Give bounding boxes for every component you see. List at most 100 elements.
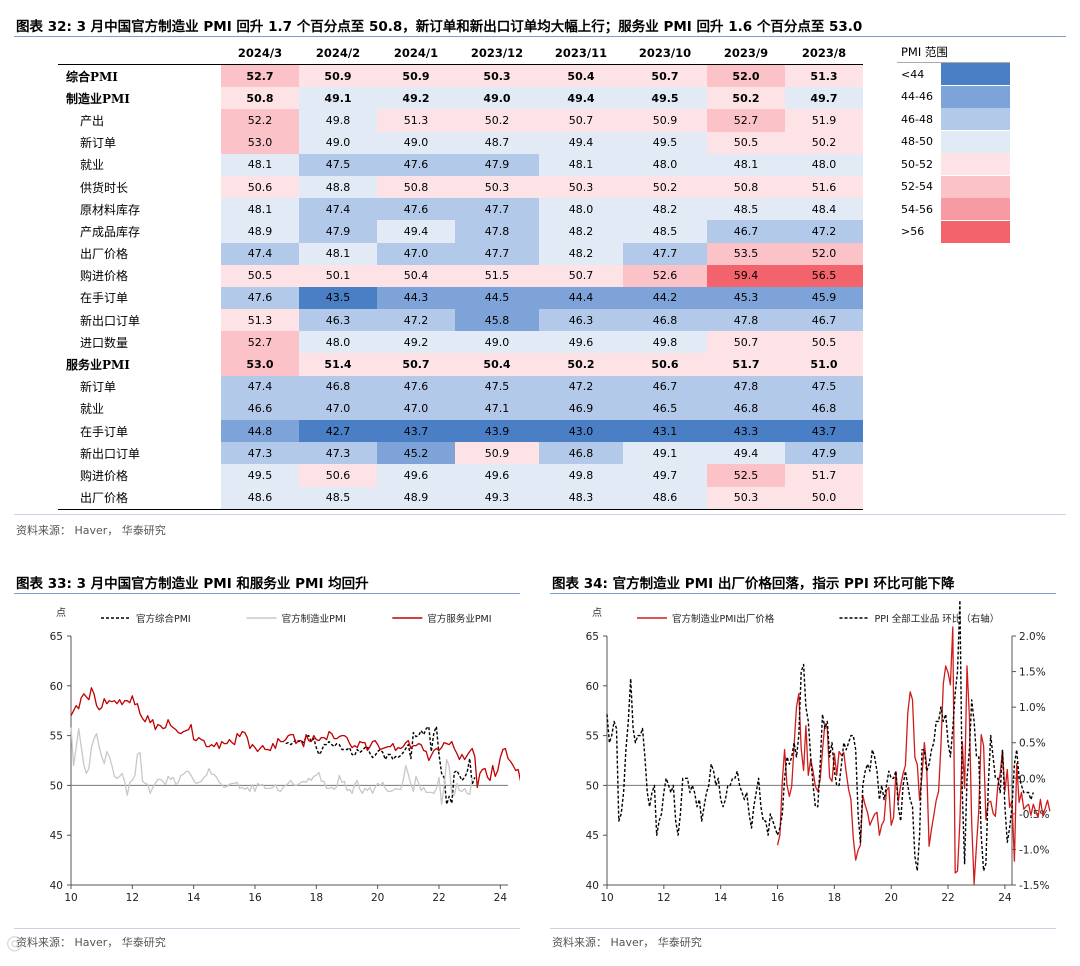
x-tick-label: 14 (714, 892, 728, 904)
heatmap-cell: 47.7 (455, 198, 539, 221)
heatmap-cell: 48.1 (221, 153, 299, 176)
heatmap-cell: 43.1 (623, 420, 707, 443)
heatmap-cell: 47.1 (455, 397, 539, 420)
row-label: 产出 (80, 113, 105, 128)
legend-label: 48-50 (901, 135, 933, 149)
heatmap-cell: 48.8 (299, 175, 377, 199)
column-header: 2024/1 (377, 42, 455, 65)
heatmap-cell: 48.9 (377, 486, 455, 510)
heatmap-cell: 46.7 (785, 309, 863, 332)
legend-label: 官方制造业PMI (282, 613, 346, 625)
watermark-logo: ◎ (6, 930, 23, 954)
heatmap-cell: 49.6 (377, 464, 455, 487)
figure34-source: 资料来源： Haver， 华泰研究 (552, 936, 702, 949)
legend-item: <44 (897, 63, 1010, 86)
figure32-bottom-rule (14, 514, 1066, 515)
heatmap-cell: 49.8 (539, 464, 623, 487)
legend-swatch (940, 153, 1010, 176)
table-header-row: 2024/3 2024/2 2024/1 2023/12 2023/11 202… (58, 42, 863, 65)
heatmap-cell: 47.4 (221, 375, 299, 398)
heatmap-cell: 48.6 (623, 486, 707, 510)
heatmap-cell: 50.9 (299, 64, 377, 88)
heatmap-cell: 48.4 (785, 198, 863, 221)
series-line-1 (70, 727, 473, 805)
heatmap-cell: 48.7 (455, 131, 539, 154)
y-tick-label: 50 (50, 780, 63, 792)
y2-tick-label: 0.5% (1019, 738, 1046, 750)
heatmap-cell: 43.9 (455, 420, 539, 443)
legend-item: >56 (897, 220, 1010, 244)
x-tick-label: 22 (432, 892, 445, 904)
heatmap-cell: 52.7 (707, 109, 785, 132)
legend-rows: <44 44-46 46-48 48-50 50-52 52-54 54-56 >56 (897, 63, 1010, 243)
y-tick-label: 40 (50, 880, 63, 892)
heatmap-cell: 49.1 (623, 442, 707, 465)
heatmap-cell: 50.8 (707, 175, 785, 199)
composite-pmi-line-chart: 点 40 45 50 55 60 65 10 12 14 16 18 20 22 24 官方综合PMI 官方制造… (50, 607, 520, 904)
table-row: 进口数量 52.7 48.0 49.2 49.0 49.6 49.8 50.7 50.5 (58, 331, 863, 354)
column-header: 2023/9 (707, 42, 785, 65)
row-label-header (58, 42, 221, 65)
figure34-title-rule (550, 593, 1056, 594)
y-axis-unit: 点 (56, 607, 66, 619)
heatmap-cell: 48.1 (299, 242, 377, 265)
table-row: 综合PMI 52.7 50.9 50.9 50.3 50.4 50.7 52.0 51.3 (58, 64, 863, 88)
heatmap-cell: 53.0 (221, 353, 299, 376)
heatmap-cell: 43.7 (377, 420, 455, 443)
legend-swatch (940, 85, 1010, 108)
heatmap-cell: 43.3 (707, 420, 785, 443)
heatmap-cell: 51.3 (377, 109, 455, 132)
figure34-bottom-rule (550, 928, 1056, 929)
y-tick-label: 55 (586, 731, 599, 743)
column-header: 2023/12 (455, 42, 539, 65)
x-tick-label: 18 (310, 892, 323, 904)
y-tick-label: 50 (586, 780, 599, 792)
heatmap-cell: 46.5 (623, 397, 707, 420)
heatmap-cell: 47.5 (455, 375, 539, 398)
heatmap-cell: 50.2 (623, 175, 707, 199)
series-line-1 (606, 599, 1034, 872)
row-label: 产成品库存 (80, 224, 141, 239)
heatmap-cell: 47.2 (539, 375, 623, 398)
heatmap-cell: 48.0 (539, 198, 623, 221)
heatmap-cell: 46.8 (785, 397, 863, 420)
heatmap-cell: 48.0 (299, 331, 377, 354)
heatmap-cell: 48.2 (539, 242, 623, 265)
legend-label: 官方综合PMI (136, 613, 191, 625)
row-label: 服务业PMI (66, 358, 130, 373)
heatmap-cell: 45.3 (707, 286, 785, 310)
x-tick-label: 24 (494, 892, 508, 904)
y2-tick-label: 0.0% (1019, 773, 1046, 785)
legend-item: 52-54 (897, 175, 1010, 199)
heatmap-cell: 49.5 (221, 464, 299, 487)
heatmap-cell: 49.6 (539, 331, 623, 354)
heatmap-cell: 47.5 (785, 375, 863, 398)
heatmap-cell: 50.7 (623, 64, 707, 88)
heatmap-cell: 48.1 (221, 198, 299, 221)
legend-item: 54-56 (897, 198, 1010, 221)
heatmap-cell: 43.7 (785, 420, 863, 443)
x-tick-label: 20 (885, 892, 898, 904)
heatmap-cell: 49.3 (455, 486, 539, 510)
heatmap-cell: 50.6 (299, 464, 377, 487)
heatmap-cell: 51.3 (221, 309, 299, 332)
heatmap-cell: 47.6 (377, 375, 455, 398)
legend-label: 官方服务业PMI (427, 613, 491, 625)
heatmap-cell: 47.3 (299, 442, 377, 465)
heatmap-cell: 51.7 (707, 353, 785, 376)
table-row: 供货时长 50.6 48.8 50.8 50.3 50.3 50.2 50.8 51.6 (58, 175, 863, 199)
table-row: 新出口订单 47.3 47.3 45.2 50.9 46.8 49.1 49.4 47.9 (58, 442, 863, 465)
y-tick-label: 65 (586, 631, 599, 643)
table-row: 购进价格 49.5 50.6 49.6 49.6 49.8 49.7 52.5 51.7 (58, 464, 863, 487)
heatmap-cell: 53.0 (221, 131, 299, 154)
table-row: 出厂价格 47.4 48.1 47.0 47.7 48.2 47.7 53.5 52.0 (58, 242, 863, 265)
legend-swatch (940, 220, 1010, 243)
heatmap-cell: 50.8 (377, 175, 455, 199)
y2-tick-label: 1.0% (1019, 702, 1046, 714)
heatmap-cell: 47.6 (377, 198, 455, 221)
heatmap-cell: 50.2 (539, 353, 623, 376)
heatmap-cell: 47.4 (299, 198, 377, 221)
table-row: 在手订单 47.6 43.5 44.3 44.5 44.4 44.2 45.3 45.9 (58, 286, 863, 310)
heatmap-cell: 47.8 (707, 309, 785, 332)
